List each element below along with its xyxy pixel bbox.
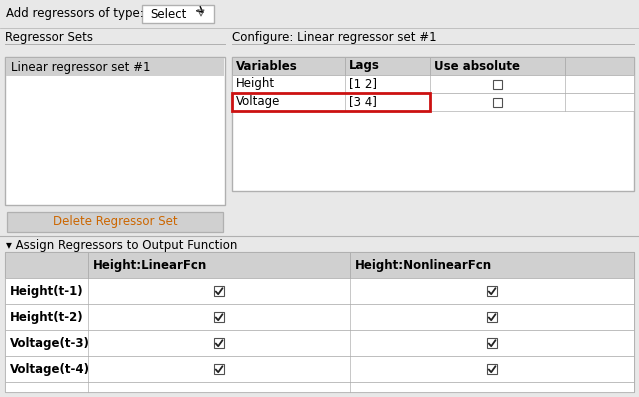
Bar xyxy=(493,98,502,106)
Bar xyxy=(5,304,634,330)
Bar xyxy=(487,338,497,348)
Bar xyxy=(232,75,634,93)
Text: Height(t-1): Height(t-1) xyxy=(10,285,84,297)
Text: Voltage(t-4): Voltage(t-4) xyxy=(10,362,90,376)
Text: Voltage: Voltage xyxy=(236,96,281,108)
Text: Add regressors of type:: Add regressors of type: xyxy=(6,8,144,21)
Text: Configure: Linear regressor set #1: Configure: Linear regressor set #1 xyxy=(232,31,436,44)
Bar xyxy=(0,0,639,28)
Bar xyxy=(214,312,224,322)
Text: Delete Regressor Set: Delete Regressor Set xyxy=(52,216,177,229)
Bar xyxy=(6,58,224,76)
Bar xyxy=(487,364,497,374)
Text: Height(t-2): Height(t-2) xyxy=(10,310,84,324)
Text: Height: Height xyxy=(236,77,275,91)
Text: [1 2]: [1 2] xyxy=(349,77,377,91)
Bar xyxy=(487,286,497,296)
Text: Use absolute: Use absolute xyxy=(434,60,520,73)
Bar xyxy=(5,278,634,304)
Text: Height:NonlinearFcn: Height:NonlinearFcn xyxy=(355,258,492,272)
Text: Linear regressor set #1: Linear regressor set #1 xyxy=(11,60,151,73)
Bar xyxy=(214,338,224,348)
Text: Height:LinearFcn: Height:LinearFcn xyxy=(93,258,207,272)
Bar xyxy=(5,382,634,392)
Text: Regressor Sets: Regressor Sets xyxy=(5,31,93,44)
Text: Lags: Lags xyxy=(349,60,380,73)
Bar xyxy=(5,252,634,392)
Text: Select: Select xyxy=(150,8,187,21)
Bar xyxy=(493,79,502,89)
Bar xyxy=(142,5,214,23)
Text: ▾ Assign Regressors to Output Function: ▾ Assign Regressors to Output Function xyxy=(6,239,237,252)
Bar xyxy=(232,93,430,111)
Bar xyxy=(214,286,224,296)
Bar xyxy=(5,252,634,278)
Bar xyxy=(232,57,634,75)
Bar xyxy=(214,364,224,374)
Bar xyxy=(7,212,223,232)
Bar xyxy=(232,57,634,191)
Bar xyxy=(487,312,497,322)
Text: [3 4]: [3 4] xyxy=(349,96,377,108)
Bar xyxy=(5,57,225,205)
Bar xyxy=(232,93,634,111)
Bar xyxy=(5,330,634,356)
Text: Variables: Variables xyxy=(236,60,298,73)
Bar xyxy=(5,356,634,382)
Text: Voltage(t-3): Voltage(t-3) xyxy=(10,337,90,349)
